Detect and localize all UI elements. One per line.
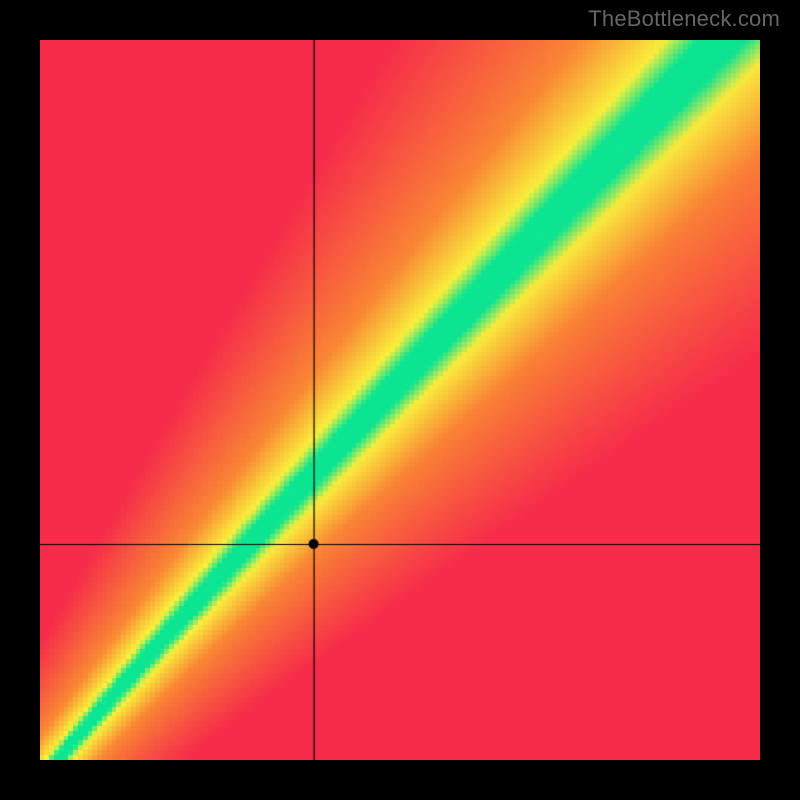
crosshair-overlay bbox=[40, 40, 760, 760]
watermark-text: TheBottleneck.com bbox=[588, 6, 780, 32]
chart-container: TheBottleneck.com bbox=[0, 0, 800, 800]
